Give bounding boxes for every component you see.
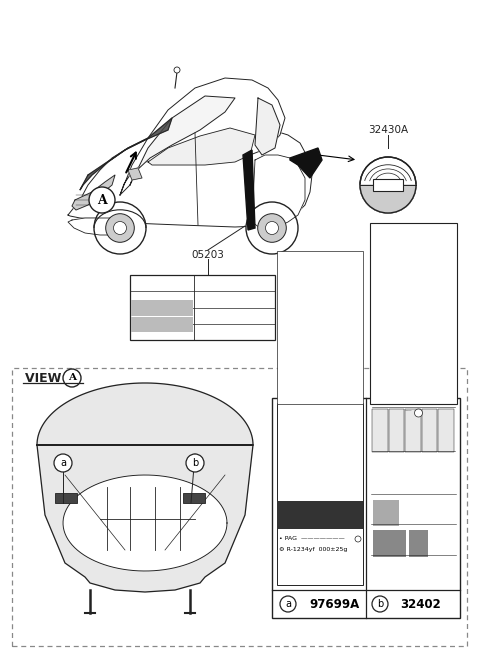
- Bar: [372, 409, 388, 451]
- Bar: [389, 409, 404, 451]
- Bar: [183, 493, 205, 503]
- Circle shape: [54, 454, 72, 472]
- Polygon shape: [120, 78, 285, 195]
- Bar: [12, 368, 467, 646]
- Circle shape: [94, 202, 146, 254]
- Bar: [373, 179, 403, 191]
- Circle shape: [265, 221, 278, 235]
- Bar: [277, 501, 363, 529]
- Circle shape: [106, 214, 134, 242]
- Circle shape: [280, 596, 296, 612]
- Bar: [370, 223, 457, 404]
- Polygon shape: [130, 96, 235, 185]
- Text: a: a: [60, 458, 66, 468]
- Circle shape: [360, 157, 416, 213]
- Polygon shape: [252, 155, 305, 228]
- Polygon shape: [72, 175, 115, 210]
- Text: VIEW: VIEW: [25, 371, 66, 384]
- Bar: [131, 317, 193, 332]
- Bar: [438, 409, 454, 451]
- Polygon shape: [255, 98, 280, 155]
- Polygon shape: [243, 150, 255, 230]
- Text: 97699A: 97699A: [309, 597, 359, 610]
- Polygon shape: [37, 383, 253, 592]
- Bar: [373, 530, 406, 556]
- Text: 32430A: 32430A: [368, 125, 408, 135]
- Text: A: A: [97, 194, 107, 206]
- Polygon shape: [80, 118, 172, 190]
- Bar: [277, 251, 363, 404]
- Bar: [373, 500, 399, 526]
- Circle shape: [372, 596, 388, 612]
- Text: 05203: 05203: [192, 250, 225, 260]
- Wedge shape: [360, 185, 416, 213]
- Text: A: A: [68, 373, 76, 382]
- Text: b: b: [377, 599, 383, 609]
- Bar: [422, 409, 437, 451]
- Polygon shape: [290, 148, 322, 178]
- Text: • PAG  ———————: • PAG ———————: [279, 537, 345, 541]
- Bar: [55, 493, 77, 503]
- Polygon shape: [285, 562, 297, 584]
- Text: 32402: 32402: [401, 597, 442, 610]
- Polygon shape: [63, 475, 227, 571]
- Bar: [131, 300, 193, 315]
- Circle shape: [415, 409, 422, 417]
- Polygon shape: [128, 168, 142, 180]
- Text: ___  ___: ___ ___: [405, 405, 422, 411]
- Bar: [405, 409, 421, 451]
- Bar: [272, 398, 460, 618]
- Circle shape: [174, 67, 180, 73]
- Polygon shape: [68, 126, 312, 227]
- Circle shape: [89, 187, 115, 213]
- Circle shape: [355, 536, 361, 542]
- Circle shape: [113, 221, 127, 235]
- Bar: [277, 403, 363, 585]
- Circle shape: [63, 369, 81, 387]
- Circle shape: [258, 214, 286, 242]
- Circle shape: [186, 454, 204, 472]
- Bar: [409, 530, 428, 556]
- Polygon shape: [341, 562, 353, 584]
- Text: a: a: [285, 599, 291, 609]
- Polygon shape: [68, 218, 130, 235]
- Circle shape: [246, 202, 298, 254]
- Polygon shape: [148, 128, 255, 165]
- Bar: [130, 275, 275, 340]
- Text: ⚙ R-1234yf  000±25g: ⚙ R-1234yf 000±25g: [279, 547, 348, 551]
- Text: b: b: [192, 458, 198, 468]
